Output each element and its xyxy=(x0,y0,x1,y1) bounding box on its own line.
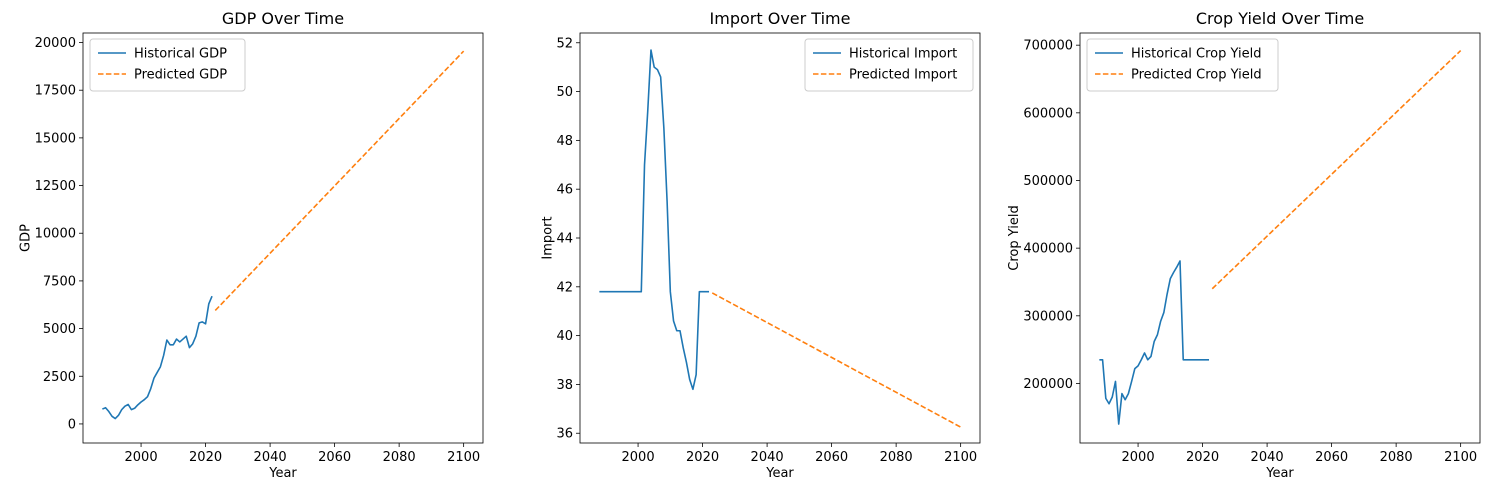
y-axis-label: Import xyxy=(540,216,555,259)
y-tick-label: 5000 xyxy=(43,322,76,337)
y-axis-label: GDP xyxy=(19,224,34,252)
historical-series-line xyxy=(102,295,213,420)
historical-series-line xyxy=(1099,260,1210,425)
legend-box xyxy=(804,38,974,92)
y-tick-label: 20000 xyxy=(35,36,76,51)
x-tick-label: 2100 xyxy=(944,450,977,465)
plot-frame xyxy=(579,32,981,444)
y-tick-label: 46 xyxy=(556,183,573,198)
y-tick-label: 7500 xyxy=(43,274,76,289)
y-tick-label: 300000 xyxy=(1023,309,1073,324)
x-tick-label: 2020 xyxy=(1186,450,1219,465)
x-tick-label: 2100 xyxy=(447,450,480,465)
y-tick-label: 48 xyxy=(556,134,573,149)
x-tick-label: 2080 xyxy=(1380,450,1413,465)
legend: Historical Crop Yield Predicted Crop Yiel… xyxy=(1086,38,1279,92)
x-tick-label: 2000 xyxy=(622,450,655,465)
x-tick-label: 2040 xyxy=(1251,450,1284,465)
y-tick-label: 10000 xyxy=(35,227,76,242)
legend-label: Historical GDP xyxy=(134,47,227,62)
y-tick-label: 42 xyxy=(556,280,573,295)
y-tick-label: 2500 xyxy=(43,370,76,385)
y-tick-label: 500000 xyxy=(1023,174,1073,189)
legend-box xyxy=(1086,38,1279,92)
y-tick-label: 40 xyxy=(556,329,573,344)
x-tick-label: 2100 xyxy=(1444,450,1477,465)
predicted-series-line xyxy=(711,292,962,428)
y-tick-label: 36 xyxy=(556,427,573,442)
x-tick-label: 2000 xyxy=(125,450,158,465)
y-tick-label: 52 xyxy=(556,36,573,51)
x-tick-label: 2020 xyxy=(686,450,719,465)
predicted-series-line xyxy=(214,50,465,312)
y-tick-label: 600000 xyxy=(1023,106,1073,121)
legend-label: Historical Import xyxy=(849,47,957,62)
chart-panel-0: GDP Over Time 2000 2020 2040 2060 2080 2100 0 25… xyxy=(19,9,484,481)
x-tick-label: 2020 xyxy=(189,450,222,465)
y-tick-label: 12500 xyxy=(35,179,76,194)
x-tick-label: 2060 xyxy=(815,450,848,465)
x-axis-label: Year xyxy=(1265,466,1294,481)
legend-label: Predicted Import xyxy=(849,68,957,83)
chart-title: GDP Over Time xyxy=(222,9,344,28)
x-tick-label: 2060 xyxy=(318,450,351,465)
y-tick-label: 200000 xyxy=(1023,377,1073,392)
y-tick-label: 50 xyxy=(556,85,573,100)
plot-frame xyxy=(1079,32,1481,444)
x-tick-label: 2040 xyxy=(254,450,287,465)
legend-label: Historical Crop Yield xyxy=(1131,47,1261,62)
x-tick-label: 2000 xyxy=(1122,450,1155,465)
y-tick-label: 0 xyxy=(68,417,76,432)
legend-box xyxy=(89,38,246,92)
x-tick-label: 2060 xyxy=(1315,450,1348,465)
legend-label: Predicted Crop Yield xyxy=(1131,68,1262,83)
predicted-series-line xyxy=(1211,50,1462,290)
x-axis-label: Year xyxy=(765,466,794,481)
x-tick-label: 2040 xyxy=(751,450,784,465)
chart-title: Import Over Time xyxy=(710,9,851,28)
y-axis-label: Crop Yield xyxy=(1007,205,1022,270)
chart-panel-2: Crop Yield Over Time 2000 2020 2040 2060 2080… xyxy=(1007,9,1481,481)
x-tick-label: 2080 xyxy=(880,450,913,465)
y-tick-label: 44 xyxy=(556,232,573,247)
chart-panel-1: Import Over Time 2000 2020 2040 2060 2080 2100… xyxy=(540,9,981,481)
x-axis-label: Year xyxy=(268,466,297,481)
y-tick-label: 38 xyxy=(556,378,573,393)
x-tick-label: 2080 xyxy=(383,450,416,465)
chart-title: Crop Yield Over Time xyxy=(1196,9,1364,28)
plot-frame xyxy=(82,32,484,444)
legend: Historical Import Predicted Import xyxy=(804,38,974,92)
legend: Historical GDP Predicted GDP xyxy=(89,38,246,92)
legend-label: Predicted GDP xyxy=(134,68,227,83)
historical-series-line xyxy=(599,49,710,391)
y-tick-label: 700000 xyxy=(1023,39,1073,54)
y-tick-label: 15000 xyxy=(35,131,76,146)
y-tick-label: 400000 xyxy=(1023,242,1073,257)
y-tick-label: 17500 xyxy=(35,84,76,99)
